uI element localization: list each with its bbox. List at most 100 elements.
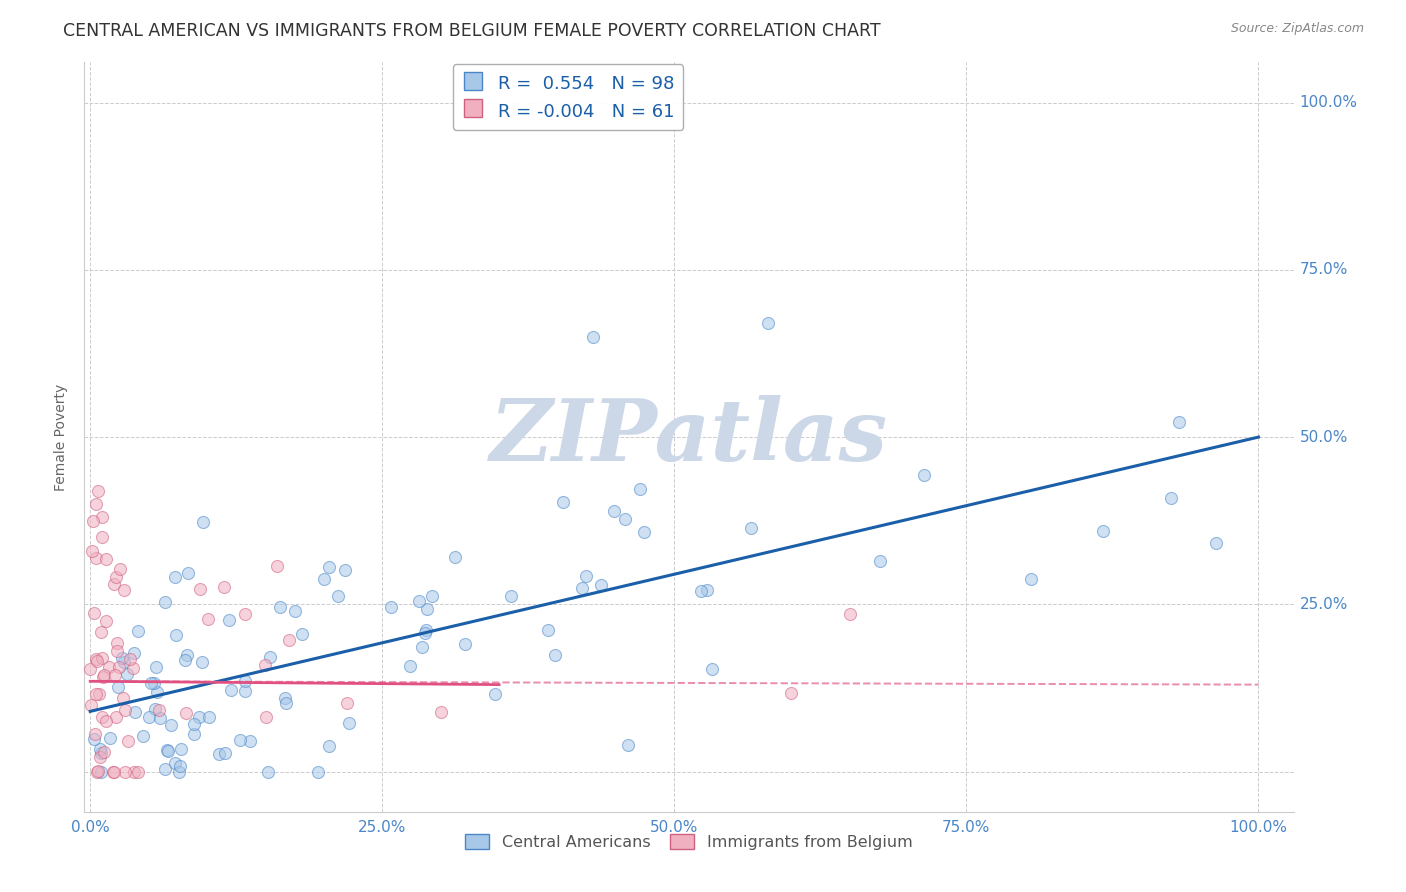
Point: [103, 577, 125, 591]
Point: [121, 661, 143, 675]
Point: [254, 710, 277, 724]
Point: [1168, 415, 1191, 429]
Point: [233, 684, 256, 698]
Point: [1092, 524, 1115, 538]
Point: [318, 559, 340, 574]
Point: [79, 698, 101, 713]
Point: [413, 625, 436, 640]
Point: [104, 570, 127, 584]
Point: [415, 624, 437, 638]
Point: [87, 764, 110, 778]
Point: [190, 655, 212, 669]
Point: [198, 710, 221, 724]
Point: [83, 726, 105, 740]
Text: 75.0%: 75.0%: [1299, 262, 1348, 277]
Point: [124, 705, 146, 719]
Point: [869, 554, 891, 568]
Point: [628, 482, 651, 496]
Point: [148, 703, 170, 717]
Point: [689, 583, 711, 598]
Point: [118, 652, 141, 666]
Point: [115, 666, 138, 681]
Point: [214, 746, 236, 760]
Point: [274, 697, 297, 711]
Point: [101, 764, 124, 779]
Point: [165, 628, 187, 642]
Point: [269, 600, 291, 615]
Point: [499, 589, 522, 603]
Point: [197, 612, 219, 626]
Point: [122, 764, 145, 779]
Point: [696, 583, 718, 598]
Point: [107, 660, 129, 674]
Point: [603, 504, 626, 518]
Point: [87, 688, 110, 702]
Point: [157, 744, 180, 758]
Point: [114, 703, 136, 717]
Point: [408, 593, 430, 607]
Point: [740, 521, 762, 535]
Point: [105, 635, 128, 649]
Point: [277, 632, 299, 647]
Point: [551, 495, 574, 509]
Point: [93, 667, 115, 681]
Point: [212, 580, 235, 594]
Point: [163, 756, 186, 770]
Point: [702, 662, 724, 676]
Point: [326, 589, 349, 603]
Point: [110, 561, 132, 575]
Text: Source: ZipAtlas.com: Source: ZipAtlas.com: [1230, 22, 1364, 36]
Point: [141, 675, 163, 690]
Point: [138, 710, 160, 724]
Text: 50.0%: 50.0%: [1299, 430, 1348, 444]
Point: [104, 709, 127, 723]
Point: [756, 317, 779, 331]
Point: [266, 559, 288, 574]
Point: [117, 734, 139, 748]
Point: [337, 716, 360, 731]
Point: [416, 602, 439, 616]
Point: [98, 731, 121, 745]
Point: [191, 515, 214, 529]
Point: [183, 727, 205, 741]
Point: [83, 731, 105, 746]
Point: [1019, 572, 1042, 586]
Point: [169, 759, 191, 773]
Point: [187, 709, 209, 723]
Point: [335, 563, 357, 577]
Point: [174, 706, 197, 721]
Legend: Central Americans, Immigrants from Belgium: Central Americans, Immigrants from Belgi…: [458, 827, 920, 856]
Point: [176, 566, 198, 580]
Point: [257, 764, 280, 779]
Point: [444, 550, 467, 565]
Point: [170, 742, 193, 756]
Point: [90, 710, 112, 724]
Point: [291, 627, 314, 641]
Text: ZIPatlas: ZIPatlas: [489, 395, 889, 479]
Point: [616, 738, 638, 752]
Point: [112, 582, 135, 597]
Point: [97, 660, 120, 674]
Point: [94, 714, 117, 729]
Point: [581, 330, 603, 344]
Point: [912, 468, 935, 483]
Point: [114, 764, 136, 779]
Point: [143, 702, 166, 716]
Point: [90, 530, 112, 544]
Point: [239, 733, 262, 747]
Point: [96, 551, 118, 566]
Point: [422, 590, 444, 604]
Point: [336, 696, 359, 710]
Point: [93, 670, 115, 684]
Point: [780, 686, 803, 700]
Point: [254, 657, 277, 672]
Point: [591, 578, 613, 592]
Point: [229, 733, 252, 747]
Point: [454, 637, 477, 651]
Point: [93, 745, 115, 759]
Point: [104, 668, 127, 682]
Point: [127, 624, 149, 638]
Point: [176, 648, 198, 662]
Point: [153, 595, 176, 609]
Point: [112, 655, 135, 669]
